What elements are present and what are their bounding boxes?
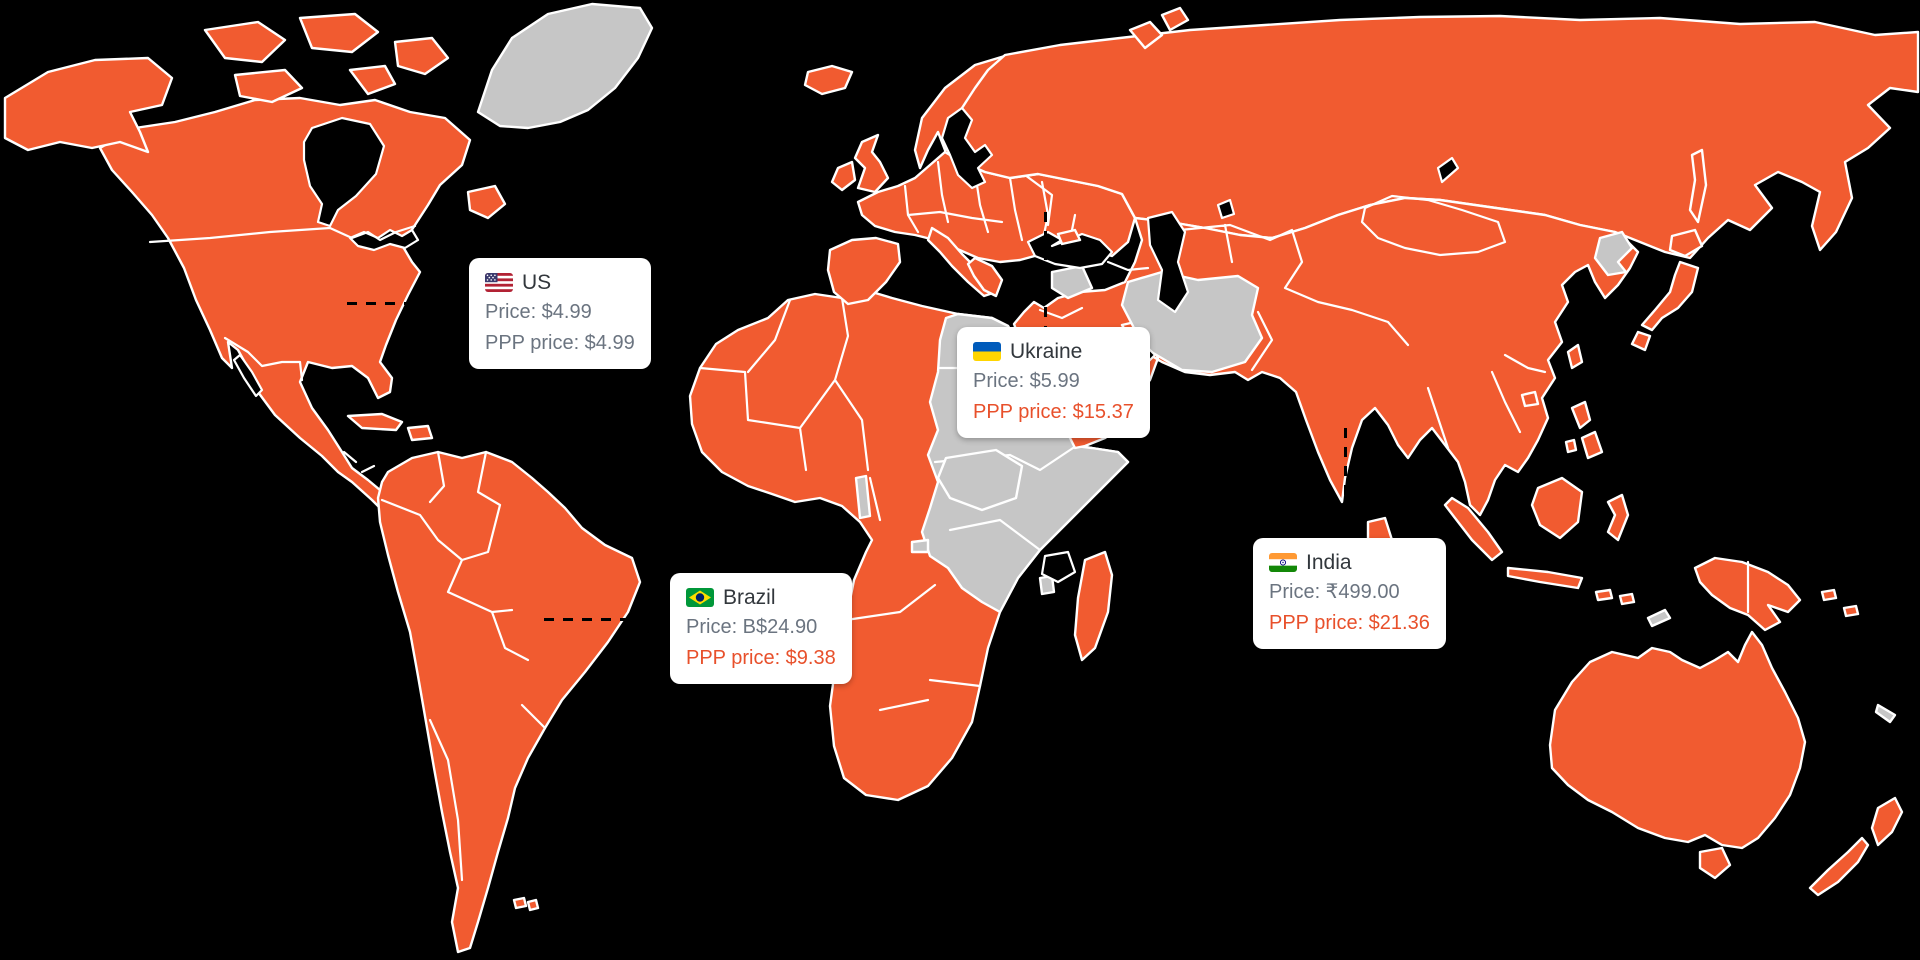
arctic-island[interactable] — [393, 36, 450, 76]
country-shape-japan-honshu[interactable] — [1640, 260, 1700, 332]
tooltip-india: India Price: ₹499.00 PPP price: $21.36 — [1253, 538, 1446, 650]
country-shape-sakhalin[interactable] — [1688, 148, 1708, 224]
aral-sea — [1216, 198, 1236, 220]
brazil-flag-icon — [686, 588, 714, 608]
tooltip-country-name: India — [1306, 551, 1352, 574]
country-shape-australia[interactable] — [1548, 630, 1807, 850]
country-shape-sumatra[interactable] — [1443, 496, 1504, 562]
country-shape-iceland[interactable] — [803, 64, 854, 96]
lake-victoria — [1040, 550, 1077, 584]
india-flag-icon — [1269, 553, 1297, 573]
south-america-borders — [380, 450, 547, 882]
country-shape-greenland[interactable] — [476, 2, 654, 130]
country-shape-north-america[interactable] — [98, 96, 472, 522]
country-shape-new-zealand[interactable] — [1808, 796, 1904, 897]
country-shape-java[interactable] — [1506, 566, 1584, 590]
tooltip-brazil: Brazil Price: B$24.90 PPP price: $9.38 — [670, 573, 852, 685]
solomon-islands[interactable] — [1820, 588, 1860, 618]
country-shape-cuba[interactable] — [346, 412, 404, 432]
arctic-island[interactable] — [348, 64, 397, 96]
us-mexico-border — [223, 336, 304, 382]
caspian-sea — [1146, 210, 1190, 314]
tooltip-price: Price: B$24.90 — [686, 616, 818, 639]
tooltip-country-name: US — [522, 271, 552, 294]
country-shape-central-african-republic[interactable] — [936, 448, 1024, 512]
country-shape-newfoundland[interactable] — [466, 184, 507, 220]
country-shape-philippines[interactable] — [1564, 400, 1604, 460]
hudson-bay — [302, 116, 386, 228]
gulf-of-california — [232, 353, 264, 398]
lake-baikal — [1436, 156, 1460, 184]
tooltip-ukraine: Ukraine Price: $5.99 PPP price: $15.37 — [957, 327, 1150, 439]
country-shape-borneo[interactable] — [1530, 476, 1584, 540]
africa-borders — [698, 296, 982, 712]
country-shape-iberia[interactable] — [826, 236, 902, 306]
lesser-sunda-islands[interactable] — [1594, 588, 1636, 606]
crimea[interactable] — [1056, 228, 1082, 246]
tooltip-title-row: India — [1269, 549, 1430, 576]
country-shape-hainan[interactable] — [1520, 390, 1540, 408]
leader-line-brazil — [544, 618, 670, 621]
tooltip-country-name: Ukraine — [1010, 340, 1083, 363]
country-shape-new-caledonia[interactable] — [1874, 703, 1897, 724]
leader-line-us — [347, 302, 469, 305]
country-shape-alaska[interactable] — [3, 56, 174, 154]
us-flag-icon — [485, 273, 513, 293]
mongolia-border — [1360, 194, 1507, 257]
country-shape-hispaniola[interactable] — [406, 424, 434, 442]
arctic-island[interactable] — [298, 12, 380, 54]
country-shape-tasmania[interactable] — [1698, 846, 1732, 880]
country-shape-timor-leste[interactable] — [1646, 608, 1672, 628]
country-shape-madagascar[interactable] — [1073, 550, 1114, 662]
country-shape-russia[interactable] — [943, 14, 1920, 260]
country-shape-north-korea[interactable] — [1593, 230, 1634, 277]
tooltip-ppp-price: PPP price: $9.38 — [686, 646, 836, 669]
country-shape-uk[interactable] — [853, 133, 890, 194]
arctic-island[interactable] — [203, 20, 287, 64]
tooltip-ppp-price: PPP price: $4.99 — [485, 331, 635, 354]
country-shape-equatorial-guinea[interactable] — [910, 538, 930, 554]
country-shape-south-america[interactable] — [376, 450, 642, 954]
tooltip-price: Price: $4.99 — [485, 301, 592, 324]
great-lakes — [348, 228, 420, 252]
country-shape-ireland[interactable] — [830, 160, 857, 192]
novaya-zemlya[interactable] — [1128, 6, 1190, 50]
tooltip-title-row: Ukraine — [973, 338, 1134, 365]
leader-line-ukraine — [1044, 212, 1047, 327]
ukraine-flag-icon — [973, 342, 1001, 362]
tooltip-ppp-price: PPP price: $15.37 — [973, 400, 1134, 423]
tooltip-country-name: Brazil — [723, 586, 776, 609]
tooltip-price: Price: ₹499.00 — [1269, 581, 1400, 604]
country-shape-japan-hokkaido[interactable] — [1668, 228, 1704, 258]
falkland-islands[interactable] — [512, 896, 540, 912]
tooltip-title-row: US — [485, 269, 635, 296]
arctic-island[interactable] — [233, 68, 304, 104]
us-canada-border — [148, 224, 417, 244]
tooltip-title-row: Brazil — [686, 584, 836, 611]
country-shape-greece[interactable] — [966, 256, 1004, 298]
country-shape-taiwan[interactable] — [1566, 343, 1584, 370]
leader-line-india — [1344, 428, 1347, 538]
tooltip-price: Price: $5.99 — [973, 370, 1080, 393]
tooltip-us: US Price: $4.99 PPP price: $4.99 — [469, 258, 651, 370]
country-shape-japan-kyushu[interactable] — [1630, 330, 1652, 352]
tooltip-ppp-price: PPP price: $21.36 — [1269, 611, 1430, 634]
country-shape-togo[interactable] — [854, 474, 872, 520]
baltic-sea — [940, 106, 994, 190]
country-shape-sulawesi[interactable] — [1606, 493, 1630, 542]
